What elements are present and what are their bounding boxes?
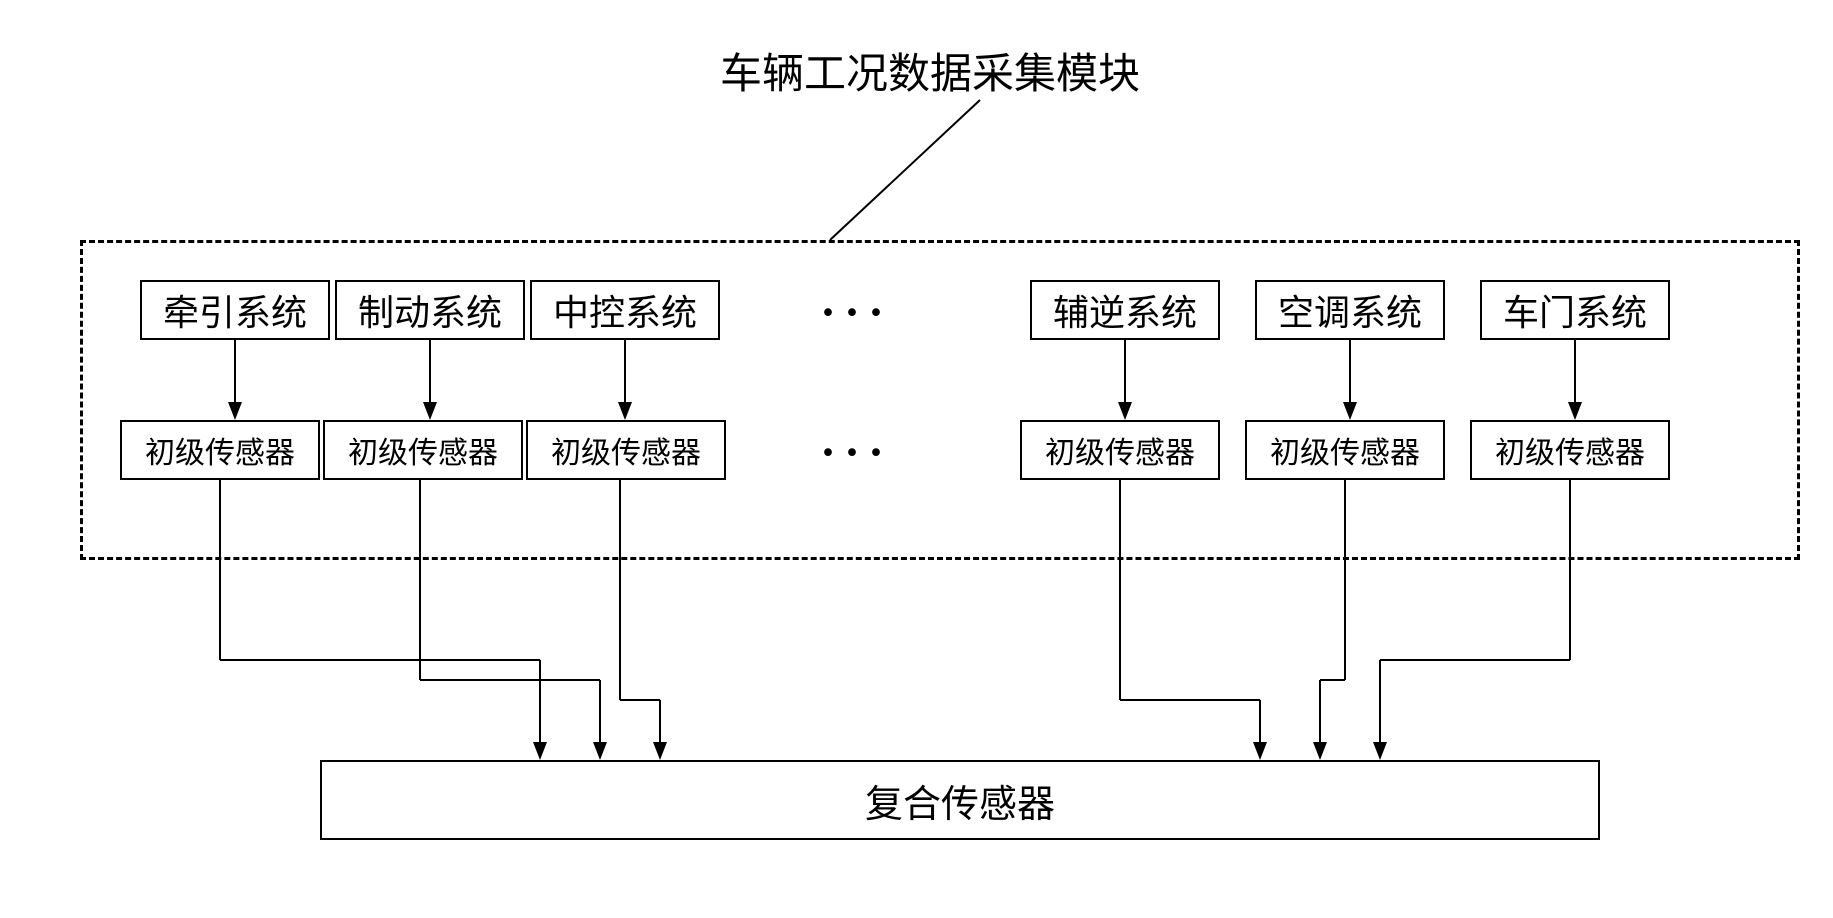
sensor-box-0: 初级传感器: [120, 420, 320, 480]
system-box-3: 辅逆系统: [1030, 280, 1220, 340]
system-box-1: 制动系统: [335, 280, 525, 340]
sensor-box-3: 初级传感器: [1020, 420, 1220, 480]
sensor-box-5: 初级传感器: [1470, 420, 1670, 480]
sensor-box-2: 初级传感器: [526, 420, 726, 480]
composite-sensor-box: 复合传感器: [320, 760, 1600, 840]
module-title: 车辆工况数据采集模块: [720, 40, 1140, 101]
ellipsis-mid: ···: [820, 425, 892, 480]
sensor-box-4: 初级传感器: [1245, 420, 1445, 480]
system-box-5: 车门系统: [1480, 280, 1670, 340]
system-box-2: 中控系统: [530, 280, 720, 340]
ellipsis-top: ···: [820, 285, 892, 340]
system-box-4: 空调系统: [1255, 280, 1445, 340]
system-box-0: 牵引系统: [140, 280, 330, 340]
sensor-box-1: 初级传感器: [323, 420, 523, 480]
